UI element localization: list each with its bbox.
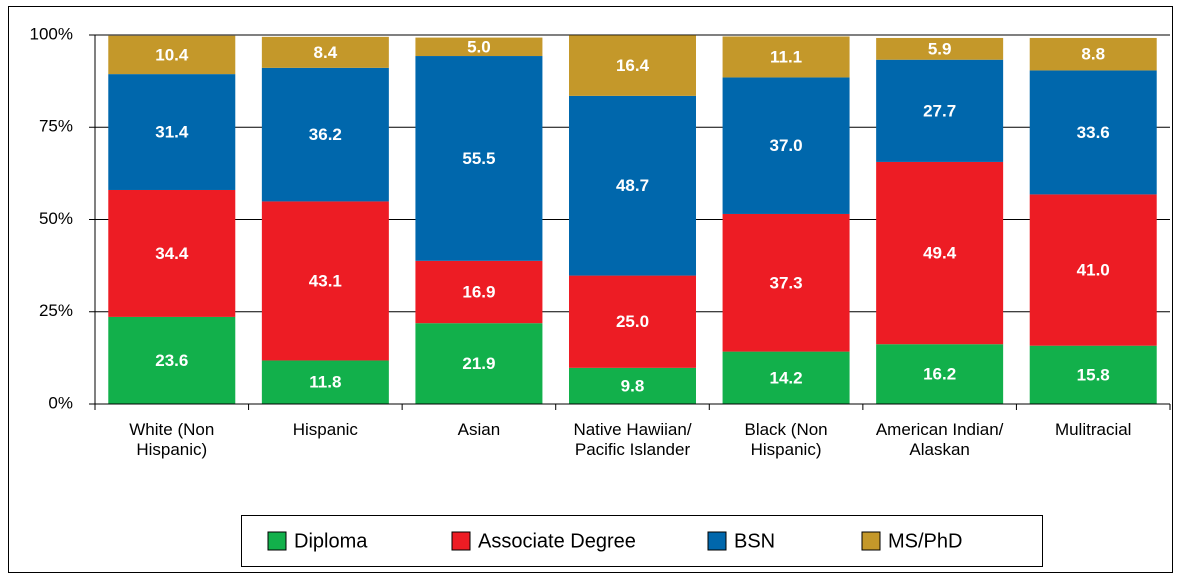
legend-label: MS/PhD (888, 530, 962, 552)
legend-label: Associate Degree (478, 530, 636, 552)
x-tick-label: Mulitracial (1054, 420, 1132, 439)
bar-segment (876, 37, 1004, 60)
bar-segment (1029, 345, 1157, 404)
data-label: 8.8 (1081, 45, 1105, 64)
data-label: 10.4 (155, 45, 189, 64)
y-tick-label: 75% (39, 117, 73, 136)
legend-swatch (451, 531, 471, 551)
data-label: 16.4 (616, 56, 650, 75)
bar-segment (1029, 70, 1157, 195)
data-label: 14.2 (770, 368, 803, 387)
legend-swatch (707, 531, 727, 551)
x-tick-label: Hispanic (292, 420, 358, 439)
bar-segment (569, 367, 696, 404)
legend-swatch (861, 531, 881, 551)
data-label: 23.6 (155, 351, 188, 370)
bar-segment (569, 95, 696, 276)
bar-segment (108, 316, 236, 404)
legend-label: Diploma (294, 530, 368, 552)
x-tick-label: White (Non Hispanic) (129, 420, 215, 459)
bar-segment (722, 77, 850, 214)
data-label: 5.0 (467, 37, 491, 56)
data-label: 49.4 (923, 244, 957, 263)
bar-segment (569, 35, 696, 96)
bar-segment (722, 36, 850, 78)
data-label: 36.2 (309, 125, 342, 144)
bar-segment (261, 36, 389, 68)
y-tick-label: 50% (39, 209, 73, 228)
legend-box (241, 515, 1043, 567)
legend-swatch (267, 531, 287, 551)
bar-segment (261, 67, 389, 202)
data-label: 27.7 (923, 101, 956, 120)
x-tick-label: Asian (457, 420, 501, 439)
data-label: 11.1 (770, 47, 802, 66)
bar-segment (876, 344, 1004, 404)
bar-segment (108, 35, 236, 75)
x-tick-label: American Indian/ Alaskan (875, 420, 1004, 459)
data-label: 37.3 (770, 273, 803, 292)
data-label: 16.2 (923, 365, 956, 384)
bar-segment (722, 351, 850, 404)
data-label: 5.9 (928, 39, 952, 58)
data-label: 8.4 (314, 43, 338, 62)
bar-segment (1029, 194, 1157, 346)
y-tick-label: 25% (39, 301, 73, 320)
data-label: 55.5 (462, 149, 495, 168)
bar-segment (876, 59, 1004, 162)
data-label: 33.6 (1077, 123, 1110, 142)
data-label: 16.9 (462, 282, 495, 301)
bar-segment (1029, 37, 1157, 71)
x-tick-label: Native Hawiian/ Pacific Islander (573, 420, 692, 459)
data-label: 11.8 (309, 373, 341, 392)
data-label: 21.9 (462, 354, 495, 373)
data-label: 43.1 (309, 271, 342, 290)
bar-segment (876, 161, 1004, 345)
bar-segment (569, 275, 696, 368)
data-label: 25.0 (616, 312, 649, 331)
legend-label: BSN (734, 530, 775, 552)
data-label: 34.4 (155, 244, 189, 263)
bar-segment (261, 201, 389, 361)
bar-segment (108, 189, 236, 317)
x-tick-label: Black (Non Hispanic) (744, 420, 828, 459)
y-tick-label: 0% (48, 393, 73, 412)
y-tick-label: 100% (30, 24, 73, 43)
data-label: 41.0 (1077, 261, 1110, 280)
data-label: 37.0 (770, 136, 803, 155)
bar-segment (415, 37, 543, 57)
bar-segment (261, 360, 389, 404)
data-label: 15.8 (1077, 365, 1110, 384)
bar-segment (415, 323, 543, 404)
data-label: 9.8 (621, 376, 645, 395)
bar-segment (415, 260, 543, 324)
data-label: 31.4 (155, 123, 189, 142)
bar-segment (722, 213, 850, 352)
bar-segment (415, 56, 543, 261)
bar-segment (108, 74, 236, 190)
data-label: 48.7 (616, 176, 649, 195)
